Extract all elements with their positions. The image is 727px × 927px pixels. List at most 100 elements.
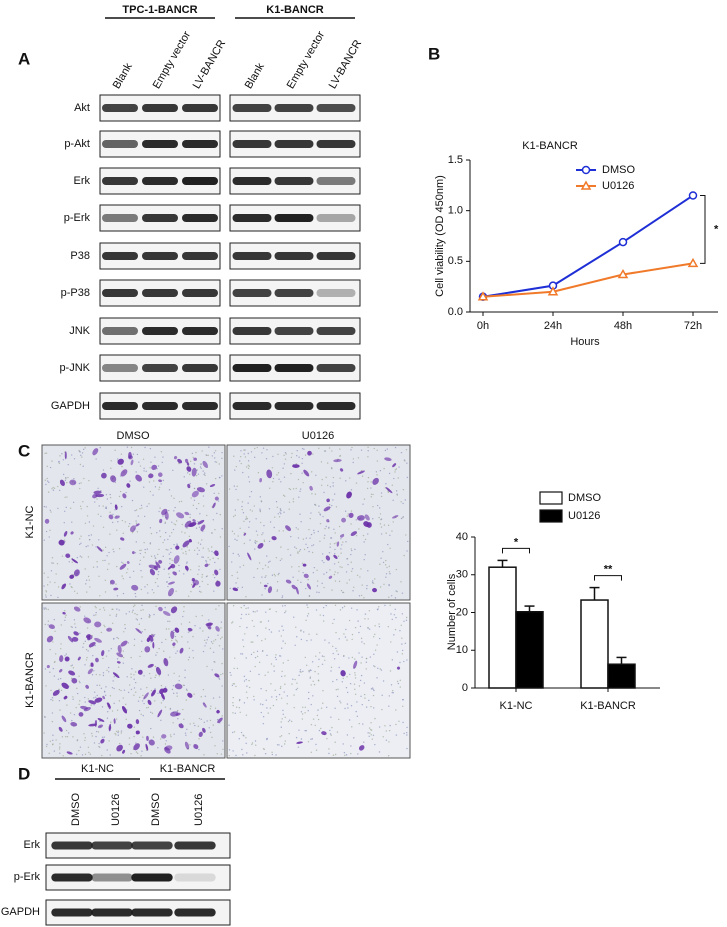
speckle <box>52 712 53 713</box>
speckle <box>299 513 300 514</box>
speckle <box>186 690 187 691</box>
speckle <box>253 577 254 578</box>
speckle <box>141 618 142 619</box>
speckle <box>366 585 367 586</box>
speckle <box>266 700 267 701</box>
speckle <box>324 639 325 640</box>
speckle <box>181 548 182 549</box>
speckle <box>323 587 324 588</box>
speckle <box>173 529 174 530</box>
speckle <box>212 643 213 644</box>
speckle <box>368 700 369 701</box>
speckle <box>388 525 389 526</box>
speckle <box>270 707 271 708</box>
speckle <box>78 675 79 676</box>
speckle <box>163 556 164 557</box>
speckle <box>155 666 156 667</box>
speckle <box>178 680 179 681</box>
speckle <box>46 478 47 479</box>
speckle <box>175 653 176 654</box>
speckle <box>76 688 77 689</box>
speckle <box>173 544 174 545</box>
speckle <box>311 534 312 535</box>
speckle <box>143 459 144 460</box>
y-tick-label: 30 <box>456 569 468 581</box>
speckle <box>201 719 202 720</box>
speckle <box>242 472 243 473</box>
speckle <box>319 652 320 653</box>
panel-label: B <box>428 44 440 63</box>
speckle <box>198 569 199 570</box>
speckle <box>155 654 156 655</box>
speckle <box>289 488 290 489</box>
speckle <box>231 575 232 576</box>
speckle <box>322 560 323 561</box>
speckle <box>123 662 124 663</box>
row-label: Akt <box>74 102 90 114</box>
speckle <box>167 586 168 587</box>
row-label: GAPDH <box>51 400 90 412</box>
speckle <box>384 524 385 525</box>
speckle <box>209 727 210 728</box>
speckle <box>308 710 309 711</box>
speckle <box>135 520 136 521</box>
speckle <box>80 455 81 456</box>
speckle <box>319 541 320 542</box>
speckle <box>233 668 234 669</box>
speckle <box>146 687 147 688</box>
speckle <box>58 679 59 680</box>
speckle <box>235 509 236 510</box>
speckle <box>384 605 385 606</box>
speckle <box>82 754 83 755</box>
speckle <box>201 576 202 577</box>
x-tick-label: 0h <box>477 320 489 332</box>
speckle <box>288 733 289 734</box>
speckle <box>318 673 319 674</box>
speckle <box>207 584 208 585</box>
speckle <box>116 608 117 609</box>
speckle <box>280 513 281 514</box>
speckle <box>135 593 136 594</box>
speckle <box>80 464 81 465</box>
speckle <box>302 713 303 714</box>
speckle <box>188 659 189 660</box>
speckle <box>283 662 284 663</box>
speckle <box>268 562 269 563</box>
speckle <box>263 525 264 526</box>
speckle <box>271 696 272 697</box>
speckle <box>203 547 204 548</box>
speckle <box>59 709 60 710</box>
speckle <box>285 643 286 644</box>
speckle <box>376 471 377 472</box>
band <box>142 402 178 410</box>
speckle <box>162 542 163 543</box>
speckle <box>251 491 252 492</box>
speckle <box>249 539 250 540</box>
speckle <box>336 506 337 507</box>
speckle <box>363 535 364 536</box>
speckle <box>332 623 333 624</box>
speckle <box>260 522 261 523</box>
speckle <box>304 712 305 713</box>
speckle <box>360 696 361 697</box>
speckle <box>199 586 200 587</box>
speckle <box>254 611 255 612</box>
speckle <box>74 714 75 715</box>
speckle <box>331 735 332 736</box>
speckle <box>136 523 137 524</box>
speckle <box>401 643 402 644</box>
speckle <box>194 625 195 626</box>
speckle <box>232 712 233 713</box>
speckle <box>114 733 115 734</box>
speckle <box>104 626 105 627</box>
speckle <box>150 678 151 679</box>
speckle <box>219 678 220 679</box>
speckle <box>129 481 130 482</box>
speckle <box>318 448 319 449</box>
speckle <box>52 487 53 488</box>
speckle <box>198 542 199 543</box>
speckle <box>335 580 336 581</box>
speckle <box>326 707 327 708</box>
speckle <box>380 523 381 524</box>
